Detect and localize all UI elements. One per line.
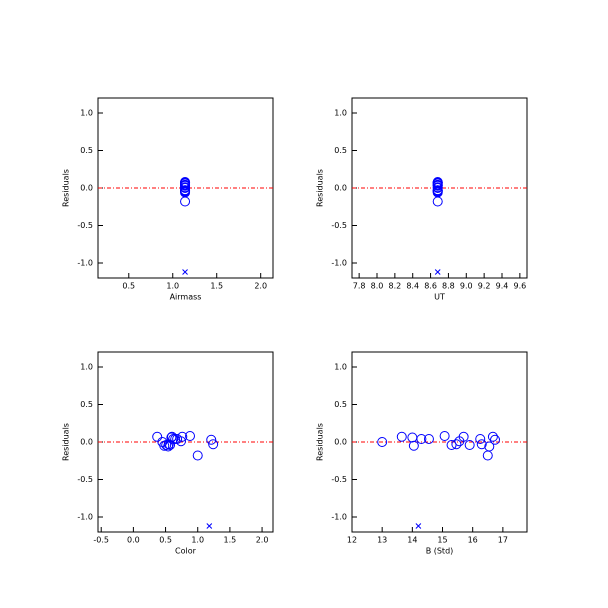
data-point [475, 434, 486, 444]
y-tick-label: 0.5 [80, 146, 93, 155]
data-point [464, 440, 475, 450]
y-axis-label: Residuals [316, 423, 325, 461]
data-point [396, 431, 407, 442]
y-tick-label: 1.0 [80, 109, 93, 118]
x-tick-label: 2.0 [254, 282, 267, 291]
x-tick-label: 16 [468, 536, 478, 545]
data-point [416, 434, 427, 444]
y-tick-label: -1.0 [77, 259, 93, 268]
data-point [185, 431, 196, 441]
data-point [487, 431, 498, 442]
data-point [180, 196, 191, 207]
x-tick-label: 7.8 [353, 282, 366, 291]
y-tick-label: -0.5 [331, 475, 347, 484]
data-point [180, 177, 191, 188]
data-point [484, 441, 495, 452]
data-point [432, 196, 443, 207]
x-tick-label: 9.0 [460, 282, 473, 291]
x-tick-label: 0.0 [127, 536, 140, 545]
y-tick-label: -0.5 [77, 221, 93, 230]
data-point [476, 439, 487, 450]
data-point [377, 437, 388, 447]
x-tick-label: -0.5 [93, 536, 109, 545]
y-tick-label: 0.0 [334, 438, 347, 447]
data-point [163, 441, 174, 452]
y-tick-label: 0.0 [334, 184, 347, 193]
data-point [165, 440, 176, 450]
data-point [458, 431, 469, 442]
x-tick-label: 1.0 [191, 536, 204, 545]
x-tick-label: 14 [407, 536, 417, 545]
y-tick-label: -1.0 [331, 513, 347, 522]
data-point [182, 269, 188, 275]
data-point [432, 185, 443, 196]
y-tick-label: 0.5 [334, 400, 347, 409]
data-point [192, 450, 203, 461]
data-point [432, 180, 443, 191]
x-tick-label: 2.0 [256, 536, 269, 545]
data-point [434, 269, 441, 275]
data-point [177, 431, 188, 442]
x-axis-label: Airmass [170, 293, 202, 302]
x-tick-label: 9.6 [513, 282, 526, 291]
y-axis-label: Residuals [62, 423, 71, 461]
y-tick-label: 1.0 [80, 363, 93, 372]
x-tick-label: 8.8 [442, 282, 455, 291]
x-tick-label: 1.5 [210, 282, 223, 291]
x-tick-label: 0.5 [159, 536, 172, 545]
y-tick-label: 0.0 [80, 184, 93, 193]
data-point [423, 434, 434, 444]
data-point [180, 180, 191, 191]
data-point [208, 439, 219, 450]
data-point [482, 450, 493, 461]
y-tick-label: 0.0 [80, 438, 93, 447]
data-point [170, 434, 181, 444]
y-tick-label: -0.5 [331, 221, 347, 230]
x-tick-label: 8.0 [371, 282, 384, 291]
y-tick-label: 0.5 [334, 146, 347, 155]
y-tick-label: -1.0 [77, 513, 93, 522]
data-point [432, 187, 443, 198]
y-axis-label: Residuals [316, 169, 325, 207]
y-tick-label: 0.5 [80, 400, 93, 409]
x-tick-label: 12 [347, 536, 357, 545]
data-point [206, 523, 213, 529]
y-tick-label: 1.0 [334, 109, 347, 118]
data-point [152, 431, 163, 442]
x-tick-label: 9.2 [478, 282, 491, 291]
data-point [415, 523, 422, 529]
x-tick-label: 8.2 [388, 282, 401, 291]
x-tick-label: 15 [437, 536, 447, 545]
x-tick-label: 1.0 [166, 282, 179, 291]
data-point [432, 177, 443, 188]
x-tick-label: 17 [498, 536, 508, 545]
x-tick-label: 1.5 [224, 536, 237, 545]
data-point [175, 436, 186, 447]
y-tick-label: 1.0 [334, 363, 347, 372]
x-axis-label: UT [434, 293, 445, 302]
y-axis-label: Residuals [62, 169, 71, 207]
data-point [451, 439, 462, 450]
y-tick-label: -0.5 [77, 475, 93, 484]
data-point [490, 434, 501, 445]
data-point [180, 185, 191, 196]
x-tick-label: 8.6 [424, 282, 437, 291]
data-point [439, 431, 450, 441]
data-point [408, 440, 419, 451]
x-tick-label: 0.5 [122, 282, 135, 291]
data-point [180, 187, 191, 198]
x-axis-label: B (Std) [426, 547, 454, 556]
data-point [446, 440, 457, 450]
x-axis-label: Color [175, 547, 197, 556]
x-tick-label: 8.4 [406, 282, 419, 291]
x-tick-label: 13 [377, 536, 387, 545]
y-tick-label: -1.0 [331, 259, 347, 268]
data-point [407, 432, 418, 443]
data-point [206, 434, 217, 445]
x-tick-label: 9.4 [496, 282, 509, 291]
